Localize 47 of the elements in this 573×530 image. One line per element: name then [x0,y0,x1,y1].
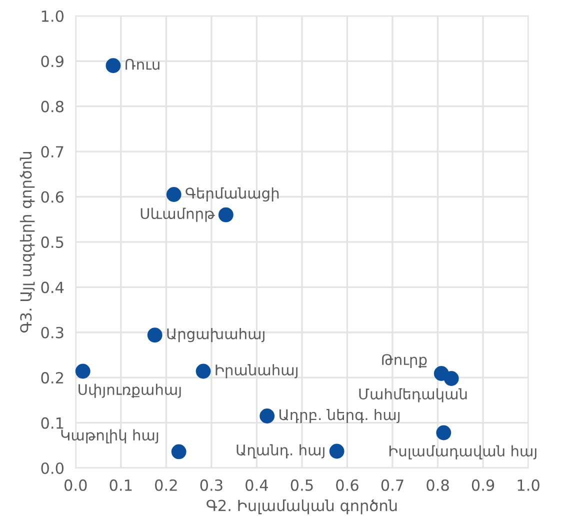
x-tick-label: 0.2 [155,479,177,491]
y-tick-label: 0.2 [41,372,63,384]
annotation: Սփյուռքահայ [78,384,181,398]
point [75,364,90,379]
x-tick-label: 0.9 [472,479,494,491]
y-axis-title: Գ3. Այլ ազգերի գործոն [20,152,35,333]
y-tick-label: 0.4 [41,282,64,294]
annotation: Թուրք [382,354,427,368]
y-tick-label: 0.1 [41,417,64,429]
point [166,187,182,202]
annotation: Արցախահայ [167,328,264,342]
annotation: Սևամորթ [140,208,215,222]
x-tick-label: 0.6 [336,479,358,491]
x-tick-label: 0.5 [290,479,313,491]
x-axis-title: Գ2. Իսլամական գործոն [206,499,397,514]
x-tick-label: 0.3 [200,479,222,491]
annotation: Մահմեդական [359,388,467,402]
annotation: Ռուս [126,58,160,70]
x-tick-label: 0.0 [64,479,87,491]
point [329,444,344,459]
point [106,58,121,74]
x-tick-label: 0.8 [426,479,449,491]
y-tick-label: 0.0 [41,462,64,474]
y-tick-label: 0.6 [41,191,64,203]
point [196,364,211,379]
point [260,408,275,424]
y-tick-label: 0.3 [41,326,64,338]
x-tick-label: 0.7 [381,479,404,491]
annotation: Իրանահայ [216,364,298,378]
x-tick-label: 0.4 [246,479,268,491]
annotation: Ադրբ. ներգ. հայ [279,408,400,424]
annotation: Կաթոլիկ հայ [61,429,158,444]
point [218,207,234,222]
annotation: Աղանդ. հայ [236,444,324,458]
x-tick-label: 0.1 [110,479,132,491]
annotation: Իսլամադավան հայ [389,445,536,460]
x-tick-label: 1.0 [518,479,540,491]
point [444,371,459,386]
point [147,328,162,343]
y-tick-label: 0.9 [41,56,64,68]
y-tick-label: 0.7 [41,146,64,158]
annotation: Գերմանացի [186,187,279,202]
y-tick-label: 1.0 [42,10,64,22]
y-tick-label: 0.8 [41,100,64,112]
point [436,425,452,440]
y-tick-label: 0.5 [41,236,64,248]
point [171,444,186,460]
